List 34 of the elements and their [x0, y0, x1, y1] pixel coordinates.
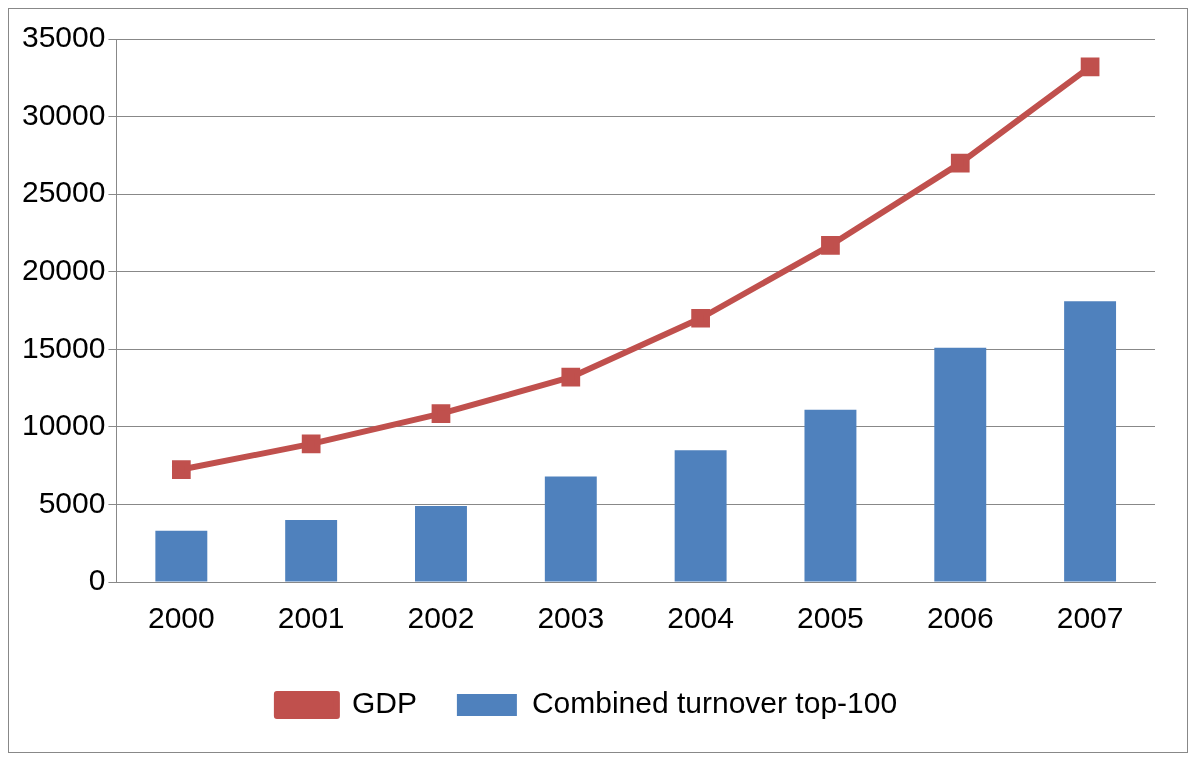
point — [821, 235, 840, 255]
x-tick-label: 2006 — [926, 601, 994, 635]
bar — [934, 347, 987, 582]
x-tick-label: 2000 — [147, 601, 215, 635]
y-tick-label: 10000 — [21, 408, 106, 442]
legend-label: Combined turnover top-100 — [531, 686, 898, 720]
y-tick-label: 15000 — [21, 330, 106, 364]
bar — [674, 450, 727, 582]
x-tick-label: 2003 — [537, 601, 605, 635]
bar — [804, 409, 857, 582]
y-tick-label: 35000 — [21, 20, 106, 54]
point — [561, 367, 581, 387]
bar — [415, 505, 467, 582]
point — [691, 308, 710, 328]
x-tick-label: 2005 — [797, 601, 864, 635]
x-tick-label: 2007 — [1056, 601, 1124, 635]
bar — [544, 476, 597, 582]
point — [431, 404, 451, 424]
point — [950, 153, 970, 173]
y-tick-label: 0 — [88, 563, 106, 597]
bar — [1064, 301, 1117, 582]
bar — [155, 530, 208, 582]
bar — [285, 519, 338, 582]
x-tick-label: 2002 — [407, 601, 475, 635]
point — [171, 460, 191, 479]
y-tick-label: 30000 — [21, 97, 106, 131]
x-tick-label: 2001 — [277, 601, 345, 635]
y-tick-label: 20000 — [21, 252, 106, 286]
y-tick-label: 5000 — [38, 485, 106, 519]
point — [301, 434, 321, 454]
point — [1080, 57, 1100, 77]
legend-label: GDP — [351, 686, 417, 720]
x-tick-label: 2004 — [667, 601, 734, 635]
y-tick-label: 25000 — [21, 175, 106, 209]
